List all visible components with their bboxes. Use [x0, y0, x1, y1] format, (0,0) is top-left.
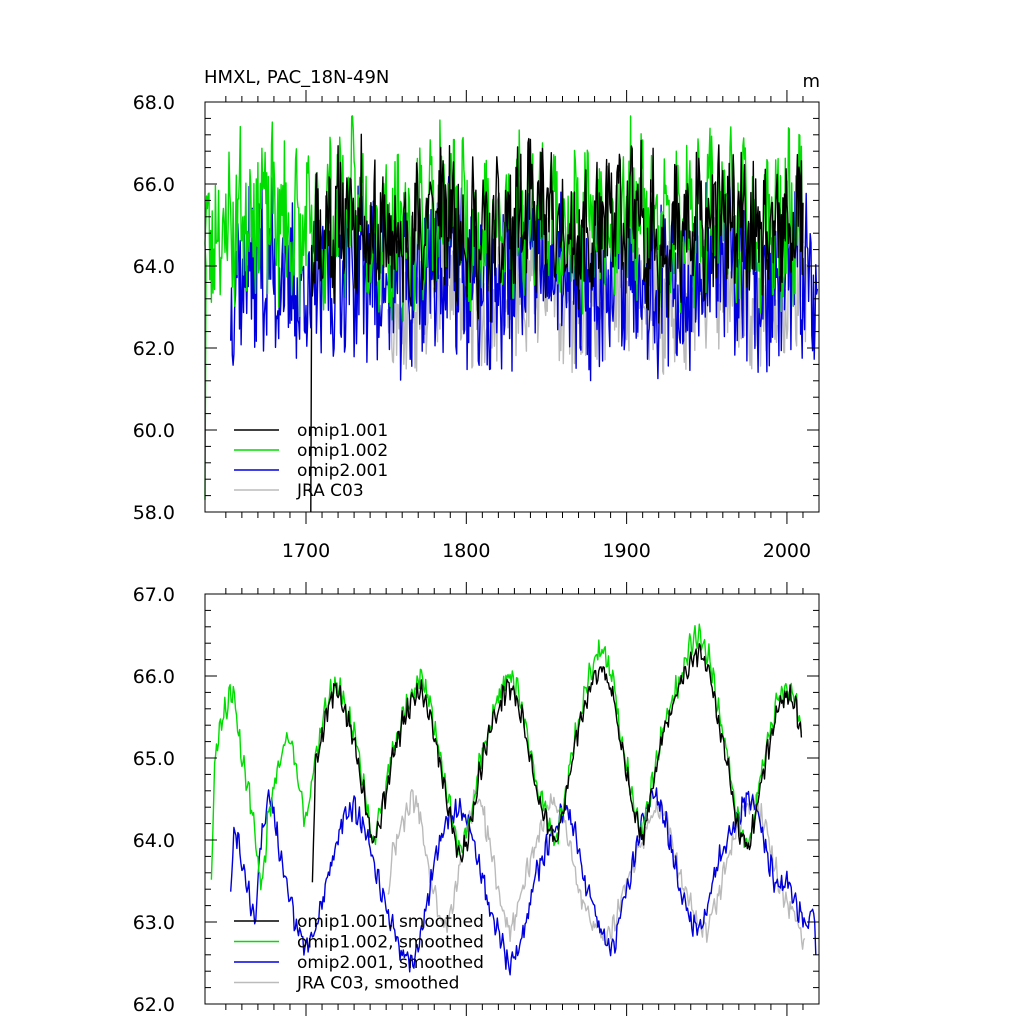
series-line-jra-c03-smoothed: [387, 789, 806, 950]
legend-label: omip1.001: [297, 421, 388, 441]
series-line-omip1-002-smoothed: [210, 623, 803, 891]
y-tick-label: 66.0: [133, 174, 175, 196]
series-line-omip1-001: [310, 133, 804, 513]
top-chart-title: HMXL, PAC_18N-49N: [204, 67, 389, 88]
y-tick-label: 66.0: [133, 666, 175, 688]
top-axes: 58.0 60.0 62.0 64.0 66.0 68.0 1700 1800 1900 2000: [133, 90, 819, 562]
y-tick-label: 60.0: [133, 420, 175, 442]
legend-label: JRA C03: [296, 481, 364, 501]
y-tick-label: 65.0: [133, 748, 175, 770]
top-panel: HMXL, PAC_18N-49N m 58.0 60.0 62.0 64.0 66.0…: [133, 67, 820, 562]
bottom-axes: 62.0 63.0 64.0 65.0 66.0 67.0: [133, 582, 819, 1016]
y-tick-label: 64.0: [133, 830, 175, 852]
x-tick-label: 1700: [282, 540, 330, 562]
x-tick-label: 1800: [442, 540, 490, 562]
legend-label: omip2.001: [297, 461, 388, 481]
series-line-omip1-001-smoothed: [311, 643, 803, 883]
series-line-omip2-001-smoothed: [230, 787, 817, 976]
legend-label: omip2.001, smoothed: [297, 953, 484, 973]
x-tick-label: 2000: [763, 540, 811, 562]
bottom-plot-frame: [204, 593, 820, 1005]
y-tick-label: 63.0: [133, 912, 175, 934]
y-tick-label: 64.0: [133, 256, 175, 278]
y-tick-label: 58.0: [133, 502, 175, 524]
legend-label: omip1.001, smoothed: [297, 912, 484, 932]
bottom-panel: 62.0 63.0 64.0 65.0 66.0 67.0 omip1.001, smoo…: [133, 582, 820, 1016]
legend-label: omip1.002: [297, 441, 388, 461]
bottom-series-group: [210, 623, 817, 976]
y-tick-label: 68.0: [133, 92, 175, 114]
y-tick-label: 62.0: [133, 338, 175, 360]
top-chart-units: m: [802, 71, 820, 92]
x-tick-label: 1900: [602, 540, 650, 562]
legend-label: JRA C03, smoothed: [296, 974, 459, 994]
legend-label: omip1.002, smoothed: [297, 933, 484, 953]
top-plot-frame: [204, 101, 820, 513]
y-tick-label: 67.0: [133, 584, 175, 606]
top-series-group: [204, 115, 819, 513]
y-tick-label: 62.0: [133, 994, 175, 1016]
